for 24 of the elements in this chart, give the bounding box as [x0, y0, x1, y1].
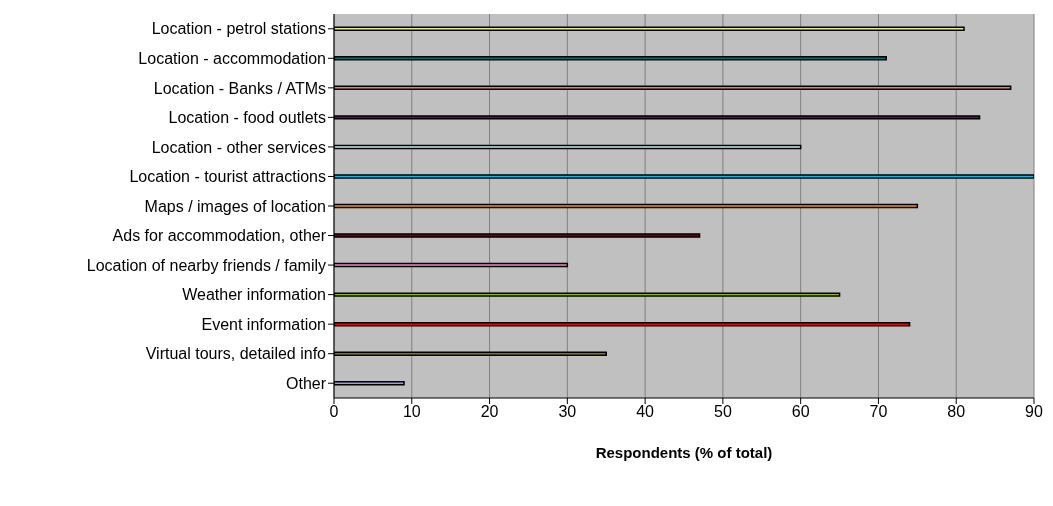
y-tick-label: Location - accommodation [138, 49, 326, 67]
y-tick-label: Maps / images of location [144, 197, 326, 215]
x-tick-label: 90 [1025, 403, 1043, 421]
y-tick-label: Weather information [182, 286, 326, 304]
y-tick-label: Ads for accommodation, other [112, 227, 327, 245]
x-axis-title: Respondents (% of total) [595, 444, 773, 461]
y-tick-label: Other [285, 374, 327, 392]
x-tick-label: 20 [480, 403, 499, 421]
x-tick-label: 60 [791, 403, 810, 421]
y-tick-label: Location - other services [151, 138, 326, 156]
x-tick-label: 30 [558, 403, 577, 421]
x-tick-label: 0 [329, 403, 339, 421]
y-tick-label: Location - petrol stations [151, 20, 326, 38]
x-tick-label: 50 [713, 403, 732, 421]
x-tick-label: 40 [636, 403, 655, 421]
y-tick-label: Virtual tours, detailed info [145, 345, 327, 363]
y-tick-label: Location - food outlets [168, 109, 326, 127]
y-tick-label: Location of nearby friends / family [86, 256, 326, 274]
y-tick-label: Event information [201, 315, 326, 333]
x-tick-label: 10 [402, 403, 421, 421]
x-tick-label: 70 [869, 403, 888, 421]
y-tick-label: Location - Banks / ATMs [153, 79, 326, 97]
y-tick-label: Location - tourist attractions [129, 168, 326, 186]
x-tick-label: 80 [947, 403, 966, 421]
